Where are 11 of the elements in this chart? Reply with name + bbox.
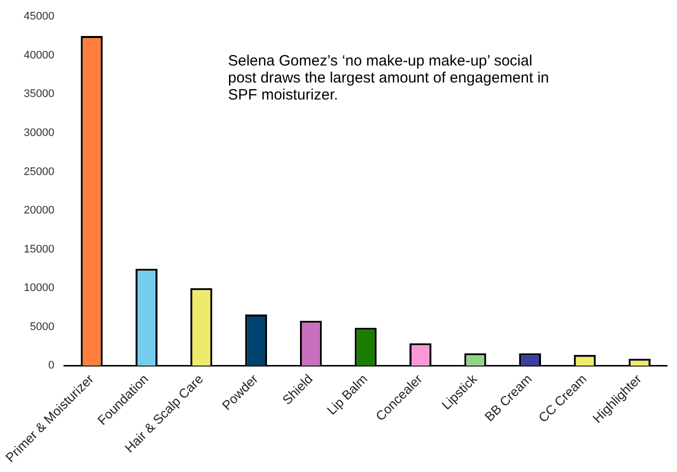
y-tick-label: 20000 — [24, 204, 54, 217]
y-tick-label: 45000 — [24, 10, 54, 23]
y-tick-label: 35000 — [24, 88, 54, 100]
y-tick-label: 25000 — [24, 166, 54, 178]
annotation: Selena Gomez’s ‘no make-up make-up’ social post draws the largest amount of engagement in SPF moisturizer. — [228, 52, 550, 104]
y-tick-label: 5000 — [30, 320, 54, 333]
y-tick-label: 0 — [48, 360, 54, 372]
y-tick-label: 10000 — [24, 282, 54, 294]
y-tick-label: 30000 — [24, 127, 54, 140]
y-tick-label: 15000 — [24, 243, 54, 256]
y-tick-label: 40000 — [24, 49, 54, 62]
